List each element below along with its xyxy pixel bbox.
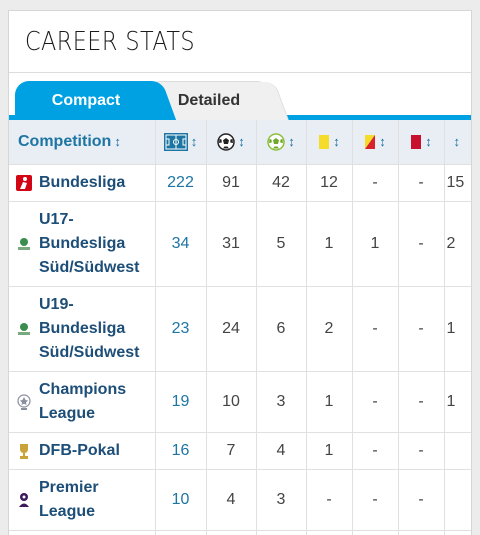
extra-cell: 1 [444, 371, 471, 433]
yellow-red-cards-cell: - [352, 286, 399, 372]
red-cards-cell: - [398, 164, 445, 202]
premier-league-logo-icon [15, 491, 33, 509]
dfb-youth-logo-icon [15, 235, 33, 253]
tab-detailed-label: Detailed [177, 92, 241, 109]
goals-cell: 10 [206, 371, 257, 433]
sort-icon: ↕ [288, 133, 295, 149]
title-bar: CAREER STATS [9, 11, 471, 73]
yellow-cards-cell: 1 [306, 201, 353, 287]
competition-header-label: Competition [18, 132, 112, 150]
appearances-cell[interactable]: 222 [155, 164, 207, 202]
assists-cell: 5 [256, 201, 307, 287]
table-row: U17-Bundesliga Süd/Südwest 34 31 5 1 1 -… [9, 201, 471, 287]
competition-name: Champions League [39, 380, 127, 422]
assists-column-header[interactable]: ↕ [256, 120, 307, 165]
yellow-red-cards-cell: - [352, 371, 399, 433]
tab-compact[interactable]: Compact [15, 81, 157, 120]
yellow-cards-cell: 1 [306, 432, 353, 470]
red-cards-column-header[interactable]: ↕ [398, 120, 445, 165]
appearances-cell[interactable]: 16 [155, 432, 207, 470]
tab-bar: Compact Detailed [9, 73, 471, 120]
red-cards-cell: - [398, 432, 445, 470]
red-card-icon [411, 134, 422, 149]
career-stats-card: CAREER STATS Compact Detailed Competitio… [8, 10, 472, 535]
goals-cell: 24 [206, 286, 257, 372]
competition-cell[interactable]: DFB-Pokal [9, 432, 156, 470]
sort-icon: ↕ [114, 133, 121, 149]
red-cards-cell: - [398, 371, 445, 433]
appearances-cell[interactable]: 19 [155, 371, 207, 433]
competition-cell[interactable]: U17-Bundesliga Süd/Südwest [9, 201, 156, 287]
appearances-cell[interactable]: 23 [155, 286, 207, 372]
competition-name: U19-Bundesliga Süd/Südwest [39, 295, 140, 361]
extra-cell: 1 [444, 286, 471, 372]
assists-cell: 42 [256, 164, 307, 202]
competition-cell[interactable]: Premier League [9, 469, 156, 531]
assist-ball-icon [267, 132, 285, 151]
yellow-red-cards-cell: - [352, 432, 399, 470]
champions-league-logo-icon [15, 393, 33, 411]
table-row: U19-Bundesliga Süd/Südwest 23 24 6 2 - -… [9, 286, 471, 372]
goals-column-header[interactable]: ↕ [206, 120, 257, 165]
yellow-red-cards-column-header[interactable]: ↕ [352, 120, 399, 165]
bundesliga-logo-icon [15, 174, 33, 192]
dfb-youth-logo-icon [15, 320, 33, 338]
stats-table: Competition ↕ ↕ [9, 120, 471, 535]
yellow-cards-cell: - [306, 469, 353, 531]
competition-name: Bundesliga [39, 173, 126, 191]
yellow-cards-cell: 12 [306, 164, 353, 202]
table-row [9, 530, 471, 535]
goals-cell: 91 [206, 164, 257, 202]
yellow-red-cards-cell: 1 [352, 201, 399, 287]
yellow-card-icon [319, 134, 330, 149]
dfb-pokal-logo-icon [15, 442, 33, 460]
yellow-red-cards-cell: - [352, 469, 399, 531]
yellow-cards-cell: 2 [306, 286, 353, 372]
red-cards-cell: - [398, 469, 445, 531]
assists-cell: 4 [256, 432, 307, 470]
extra-cell [444, 469, 471, 531]
competition-cell[interactable]: Champions League [9, 371, 156, 433]
yellow-cards-column-header[interactable]: ↕ [306, 120, 353, 165]
sort-icon: ↕ [333, 133, 340, 149]
assists-cell: 3 [256, 371, 307, 433]
extra-cell: 2 [444, 201, 471, 287]
page-title: CAREER STATS [25, 26, 196, 57]
assists-cell: 3 [256, 469, 307, 531]
table-row: Bundesliga 222 91 42 12 - - 15 [9, 164, 471, 202]
yellow-red-card-icon [365, 134, 376, 149]
red-cards-cell: - [398, 201, 445, 287]
competition-name: U17-Bundesliga Süd/Südwest [39, 210, 140, 276]
extra-cell: 15 [444, 164, 471, 202]
assists-cell: 6 [256, 286, 307, 372]
goals-cell: 31 [206, 201, 257, 287]
table-row: DFB-Pokal 16 7 4 1 - - [9, 432, 471, 470]
sort-icon: ↕ [190, 133, 198, 149]
sort-icon: ↕ [238, 133, 245, 149]
appearances-cell[interactable]: 34 [155, 201, 207, 287]
appearances-column-header[interactable]: ↕ [155, 120, 207, 165]
sort-icon: ↕ [453, 133, 461, 149]
yellow-red-cards-cell: - [352, 164, 399, 202]
extra-column-header[interactable]: ↕ [444, 120, 471, 165]
tab-compact-label: Compact [51, 91, 121, 109]
table-row: Champions League 19 10 3 1 - - 1 [9, 371, 471, 433]
pitch-icon [163, 132, 188, 151]
goals-cell: 7 [206, 432, 257, 470]
competition-column-header[interactable]: Competition ↕ [9, 120, 156, 165]
table-header-row: Competition ↕ ↕ [9, 120, 471, 165]
sort-icon: ↕ [379, 133, 386, 149]
table-row: Premier League 10 4 3 - - - [9, 469, 471, 531]
football-icon [217, 132, 235, 151]
yellow-cards-cell: 1 [306, 371, 353, 433]
red-cards-cell: - [398, 286, 445, 372]
competition-cell[interactable]: Bundesliga [9, 164, 156, 202]
extra-cell [444, 432, 471, 470]
goals-cell: 4 [206, 469, 257, 531]
appearances-cell[interactable]: 10 [155, 469, 207, 531]
competition-name: Premier League [39, 478, 99, 520]
competition-cell[interactable]: U19-Bundesliga Süd/Südwest [9, 286, 156, 372]
competition-name: DFB-Pokal [39, 441, 120, 459]
sort-icon: ↕ [425, 133, 432, 149]
